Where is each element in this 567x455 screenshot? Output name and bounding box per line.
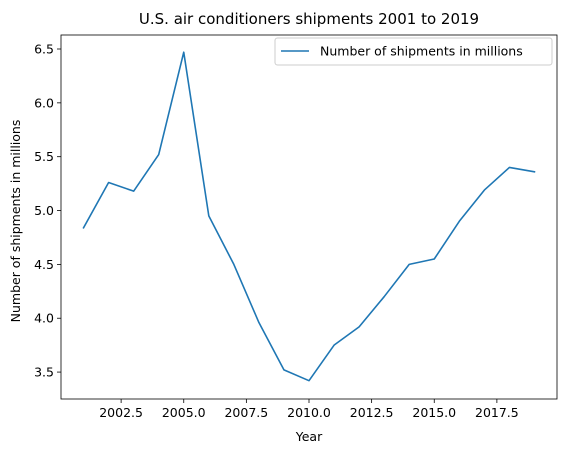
y-tick-label: 3.5 <box>34 365 54 380</box>
y-tick-label: 4.0 <box>34 311 54 326</box>
x-tick-label: 2002.5 <box>99 405 143 420</box>
y-axis-ticks: 3.5 4.0 4.5 5.0 5.5 6.0 6.5 <box>34 42 61 380</box>
x-tick-label: 2005.0 <box>162 405 206 420</box>
x-axis-label: Year <box>295 429 323 444</box>
series-layer <box>82 51 536 382</box>
y-tick-label: 6.5 <box>34 42 54 57</box>
y-axis-label: Number of shipments in millions <box>8 120 23 323</box>
y-tick-label: 4.5 <box>34 257 54 272</box>
y-tick-label: 5.5 <box>34 149 54 164</box>
legend-box <box>274 37 553 66</box>
x-tick-label: 2015.0 <box>412 405 456 420</box>
x-tick-label: 2017.5 <box>475 405 519 420</box>
series-line <box>82 51 536 382</box>
chart-title: U.S. air conditioners shipments 2001 to … <box>139 10 479 28</box>
y-tick-label: 6.0 <box>34 95 54 110</box>
x-tick-label: 2007.5 <box>224 405 268 420</box>
y-tick-label: 5.0 <box>34 203 54 218</box>
x-tick-label: 2010.0 <box>287 405 331 420</box>
x-tick-label: 2012.5 <box>350 405 394 420</box>
legend: Number of shipments in millions <box>274 37 553 66</box>
x-axis-ticks: 2002.5 2005.0 2007.5 2010.0 2012.5 2015.0 2017… <box>99 399 519 420</box>
legend-entry-label: Number of shipments in millions <box>320 44 523 59</box>
plot-area-frame <box>60 34 558 400</box>
